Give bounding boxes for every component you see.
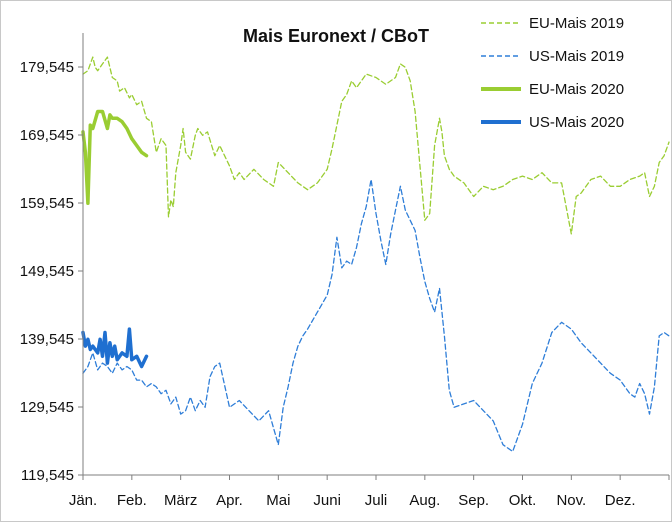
y-tick-label: 129,545 <box>20 399 74 416</box>
legend-label: US-Mais 2019 <box>529 48 624 65</box>
series-line-eu-mais-2019 <box>82 56 670 235</box>
y-tick-label: 169,545 <box>20 127 74 144</box>
x-tick-label: Aug. <box>409 492 440 509</box>
y-tick-label: 179,545 <box>20 59 74 76</box>
legend-label: US-Mais 2020 <box>529 114 624 131</box>
x-tick-label: Juni <box>313 492 341 509</box>
legend: EU-Mais 2019 US-Mais 2019 EU-Mais 2020 US-M… <box>481 15 624 131</box>
series-line-us-mais-2019 <box>82 178 670 453</box>
x-tick-label: Juli <box>365 492 388 509</box>
x-tick-label: Nov. <box>556 492 586 509</box>
x-tick-label: Apr. <box>216 492 243 509</box>
y-tick-label: 149,545 <box>20 263 74 280</box>
x-tick-label: Feb. <box>117 492 147 509</box>
y-tick-label: 119,545 <box>21 467 74 484</box>
x-tick-label: Sep. <box>458 492 489 509</box>
series-line-us-mais-2020 <box>81 327 149 369</box>
legend-label: EU-Mais 2019 <box>529 15 624 32</box>
x-tick-label: Jän. <box>69 492 97 509</box>
series-line-eu-mais-2020 <box>81 109 149 206</box>
chart-title: Mais Euronext / CBoT <box>243 26 429 46</box>
x-axis-ticks: Jän. Feb. März Apr. Mai Juni Juli Aug. Sep. Okt. N… <box>69 475 670 509</box>
x-tick-label: Dez. <box>605 492 636 509</box>
y-tick-label: 159,545 <box>20 195 74 212</box>
y-tick-label: 139,545 <box>20 331 74 348</box>
legend-label: EU-Mais 2020 <box>529 81 624 98</box>
x-tick-label: Mai <box>266 492 290 509</box>
y-axis-ticks: 119,545 129,545 139,545 149,545 159,545 169,5… <box>20 59 83 484</box>
x-tick-label: März <box>164 492 197 509</box>
plot-area <box>81 56 670 453</box>
x-tick-label: Okt. <box>509 492 537 509</box>
